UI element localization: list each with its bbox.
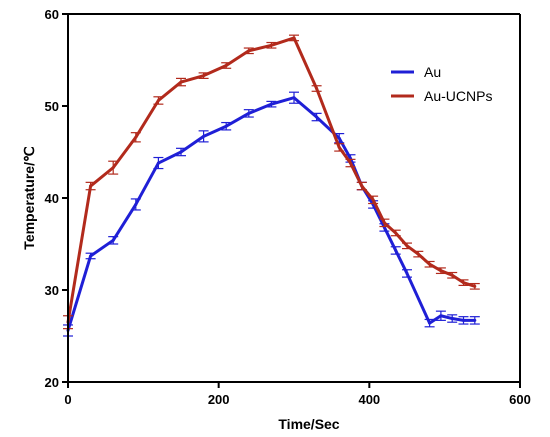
y-tick-label: 20 — [45, 375, 59, 390]
data-point — [292, 36, 296, 40]
data-point — [450, 273, 454, 277]
data-point — [134, 135, 138, 139]
data-point — [111, 238, 115, 242]
x-axis-title: Time/Sec — [278, 416, 339, 432]
data-point — [269, 43, 273, 47]
data-point — [156, 161, 160, 165]
data-point — [202, 74, 206, 78]
y-tick-label: 60 — [45, 7, 59, 22]
data-point — [269, 102, 273, 106]
data-point — [202, 134, 206, 138]
data-point — [428, 262, 432, 266]
data-point — [473, 318, 477, 322]
series-line — [66, 96, 475, 331]
data-point — [439, 314, 443, 318]
y-tick-label: 40 — [45, 191, 59, 206]
data-point — [473, 284, 477, 288]
data-point — [337, 145, 341, 149]
data-point — [349, 161, 352, 165]
series-line — [66, 36, 476, 323]
data-point — [315, 87, 319, 91]
data-point — [111, 166, 115, 170]
data-point — [394, 248, 398, 252]
x-tick-label: 0 — [64, 392, 71, 407]
data-point — [462, 281, 465, 285]
legend: Au Au-UCNPs — [391, 64, 492, 104]
data-point — [394, 231, 398, 235]
data-point — [89, 254, 93, 258]
data-point — [360, 184, 364, 188]
series-au-ucnps — [63, 34, 480, 330]
data-point — [89, 184, 93, 188]
legend-label: Au-UCNPs — [424, 88, 492, 104]
x-tick-label: 400 — [358, 392, 380, 407]
data-point — [224, 64, 228, 68]
data-point — [371, 198, 375, 202]
data-point — [224, 124, 228, 128]
data-point — [382, 221, 386, 225]
data-point — [428, 321, 432, 325]
data-point — [247, 49, 251, 53]
axes-layer: 0 200 400 600 20 30 40 50 60 — [45, 7, 531, 407]
y-tick-label: 50 — [45, 99, 59, 114]
series-layer — [63, 34, 480, 337]
x-tick-label: 200 — [208, 392, 230, 407]
data-point — [405, 271, 409, 275]
data-point — [179, 150, 183, 154]
data-point — [156, 98, 160, 102]
y-tick-label: 30 — [45, 283, 59, 298]
data-point — [416, 252, 420, 256]
data-point — [450, 317, 454, 321]
data-point — [337, 136, 341, 140]
x-tick-label: 600 — [509, 392, 531, 407]
data-point — [292, 96, 296, 100]
y-axis-title: Temperature/℃ — [21, 146, 37, 250]
legend-label: Au — [424, 64, 441, 80]
data-point — [439, 269, 443, 273]
data-point — [134, 202, 138, 206]
data-point — [462, 318, 465, 322]
series-au — [63, 91, 480, 337]
data-point — [315, 115, 319, 119]
data-point — [179, 80, 183, 84]
data-point — [405, 244, 409, 248]
data-point — [247, 111, 251, 115]
